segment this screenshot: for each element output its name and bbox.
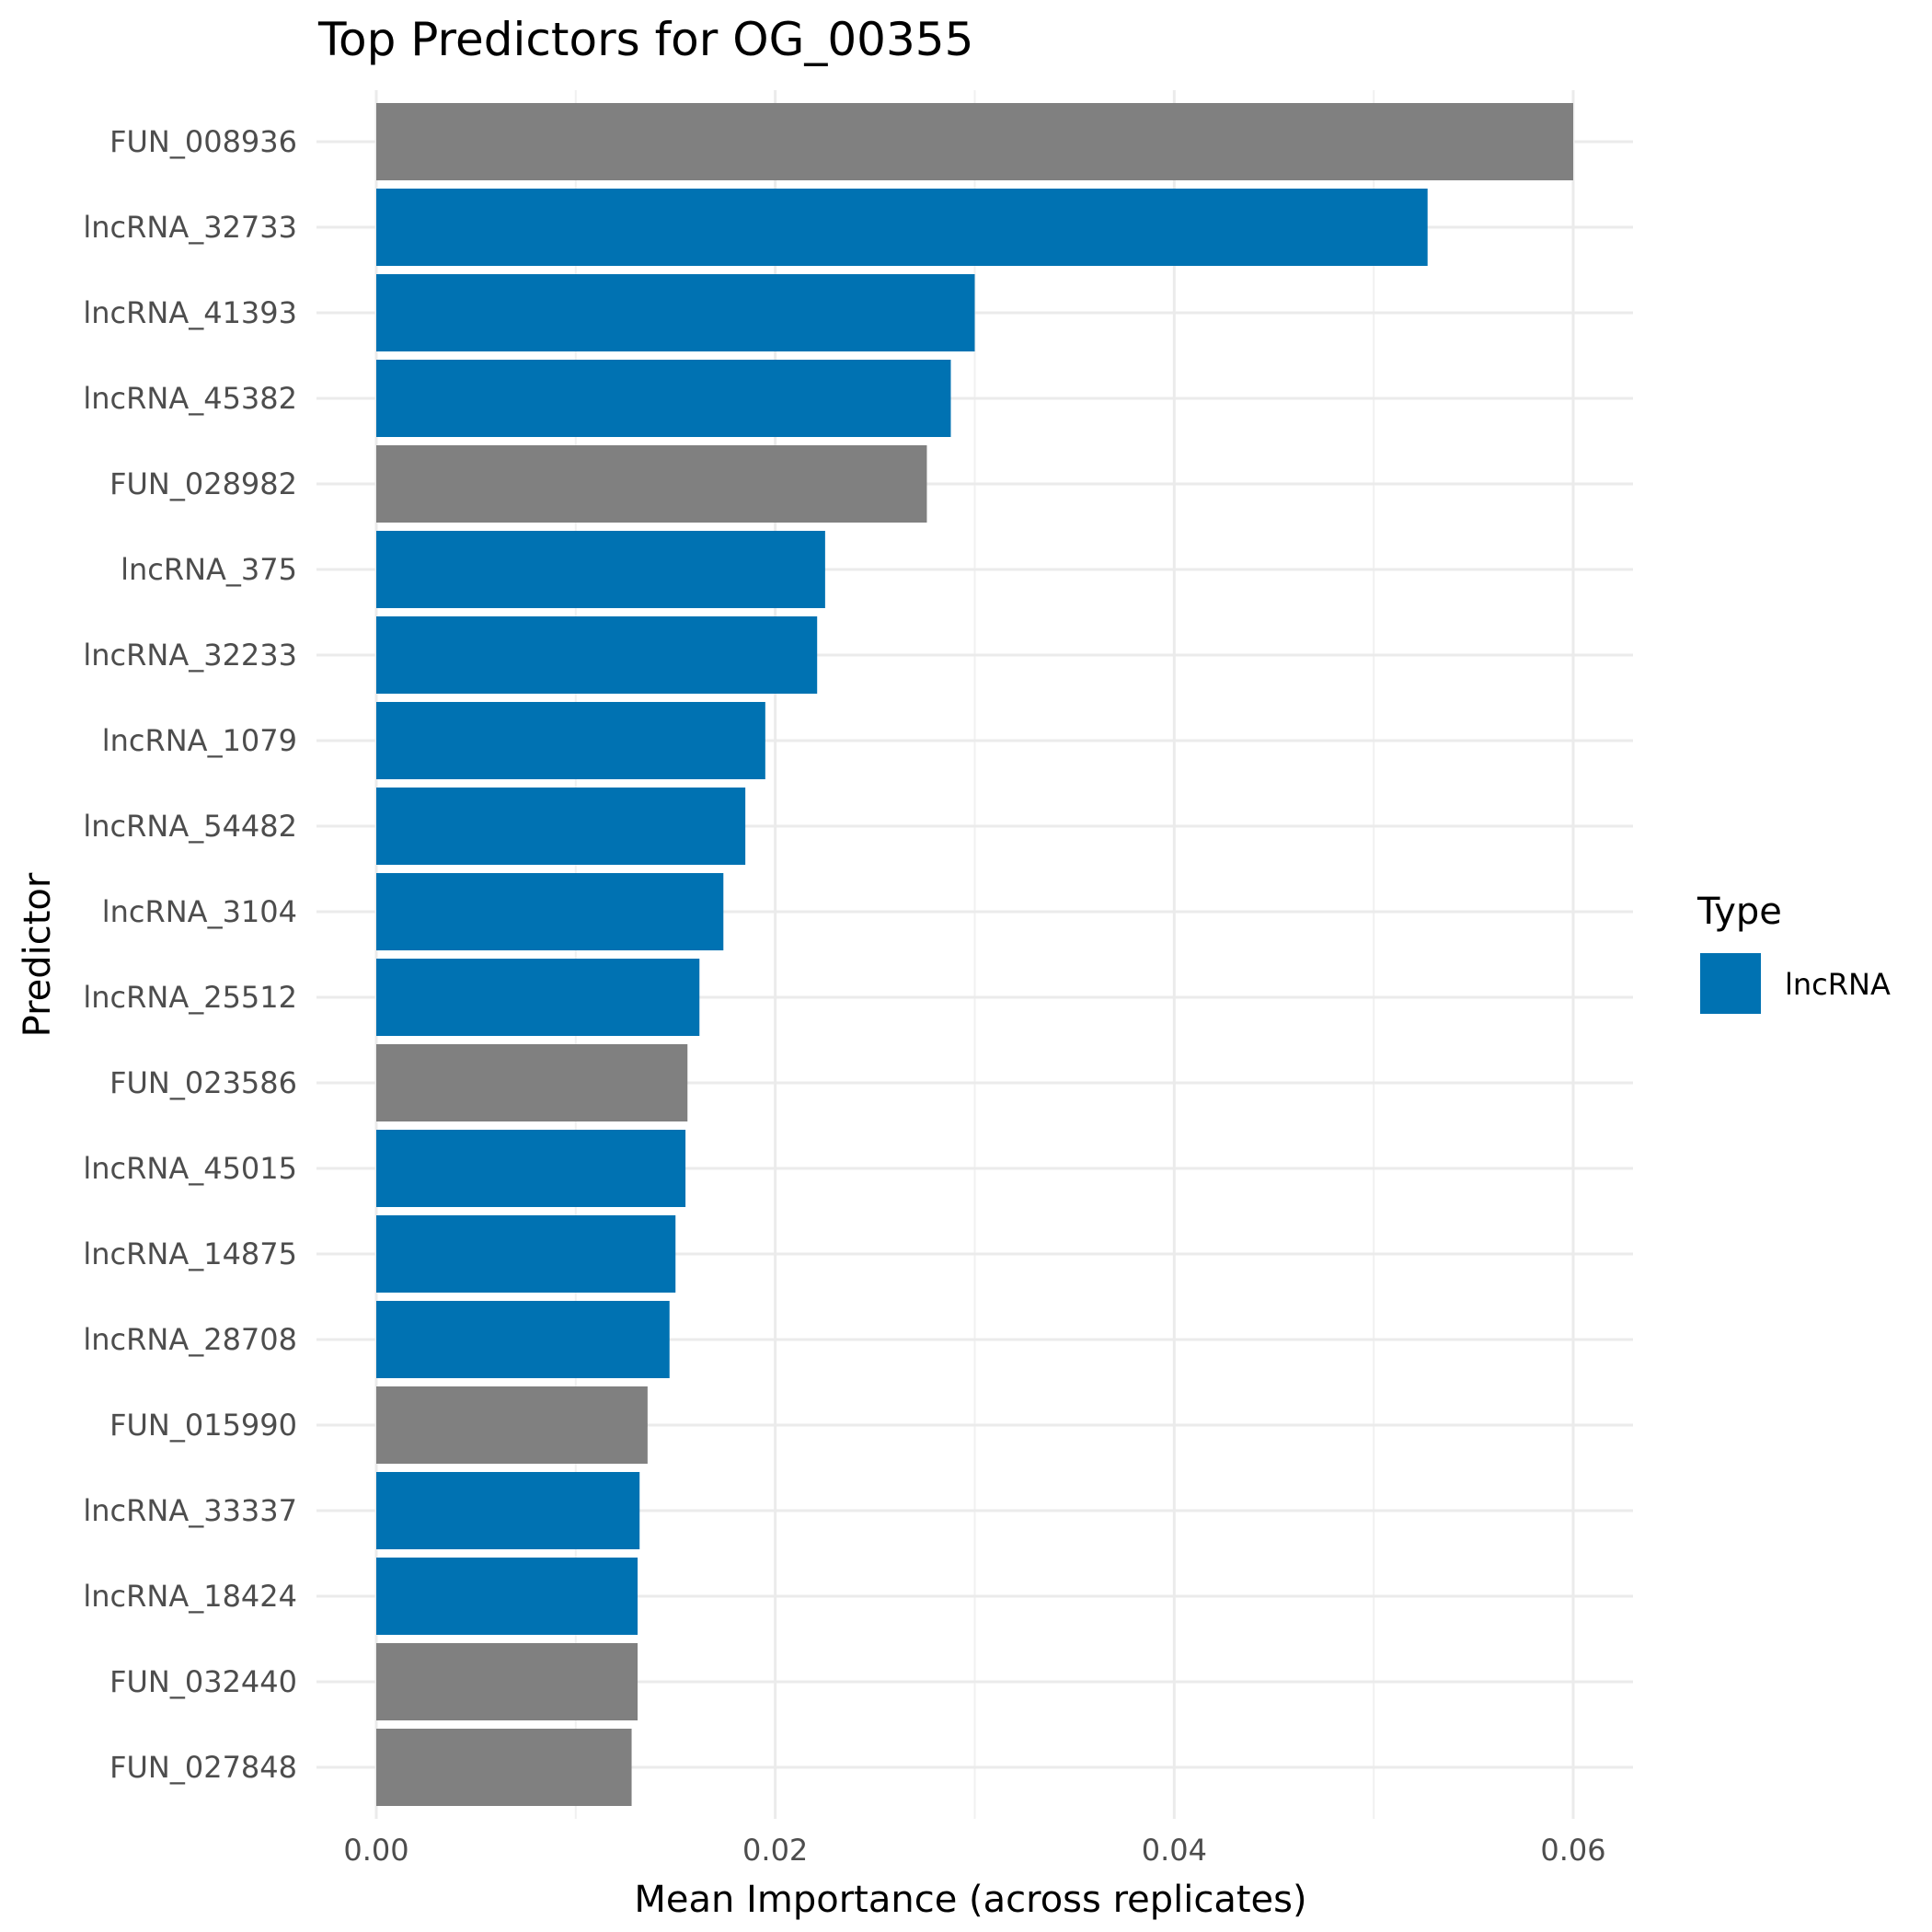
bar-lncrna-45015 [376,1130,686,1207]
y-tick-label: FUN_023586 [109,1065,297,1100]
y-tick-label: lncRNA_375 [121,552,297,587]
legend-swatch-lncrna [1700,953,1761,1014]
y-tick-label: lncRNA_45015 [83,1151,297,1186]
legend-label-lncrna: lncRNA [1785,967,1891,1002]
y-tick-label: lncRNA_25512 [83,980,297,1015]
x-tick-label: 0.06 [1540,1833,1605,1868]
y-axis-title: Predictor [17,872,59,1037]
bar-lncrna-32233 [376,616,818,694]
bar-fun-008936 [376,103,1573,180]
bar-lncrna-32733 [376,189,1428,266]
y-tick-label: lncRNA_33337 [83,1493,297,1528]
y-tick-label: FUN_027848 [109,1750,297,1785]
x-axis-title: Mean Importance (across replicates) [634,1879,1306,1921]
bar-lncrna-41393 [376,274,975,351]
bar-lncrna-14875 [376,1215,676,1293]
y-tick-label: lncRNA_18424 [83,1579,297,1614]
bar-lncrna-18424 [376,1558,638,1635]
bar-lncrna-375 [376,531,825,608]
y-tick-label: lncRNA_3104 [102,894,297,929]
y-tick-labels: FUN_008936 lncRNA_32733 lncRNA_41393 lncRNA… [83,124,297,1785]
bar-fun-023586 [376,1044,688,1121]
bars [376,103,1573,1806]
y-tick-label: lncRNA_32233 [83,638,297,673]
legend-title: Type [1696,891,1782,933]
x-tick-labels: 0.00 0.02 0.04 0.06 [343,1833,1605,1868]
bar-fun-027848 [376,1729,632,1806]
bar-lncrna-3104 [376,873,724,950]
y-tick-label: FUN_032440 [109,1664,297,1699]
bar-lncrna-33337 [376,1472,640,1549]
x-tick-label: 0.00 [343,1833,408,1868]
bar-lncrna-28708 [376,1301,670,1378]
x-tick-label: 0.04 [1142,1833,1207,1868]
bar-lncrna-1079 [376,702,765,779]
bar-lncrna-54482 [376,788,746,865]
chart-title: Top Predictors for OG_00355 [317,13,973,66]
y-tick-label: lncRNA_14875 [83,1236,297,1271]
y-tick-label: FUN_028982 [109,466,297,501]
bar-lncrna-45382 [376,360,951,437]
y-tick-label: lncRNA_28708 [83,1322,297,1357]
bar-fun-015990 [376,1386,648,1464]
bar-fun-032440 [376,1643,638,1720]
y-tick-label: lncRNA_45382 [83,381,297,416]
bar-fun-028982 [376,445,927,523]
y-tick-label: lncRNA_32733 [83,210,297,245]
y-tick-label: lncRNA_54482 [83,809,297,844]
x-tick-label: 0.02 [742,1833,808,1868]
bar-lncrna-25512 [376,959,700,1036]
y-tick-label: lncRNA_1079 [102,723,297,758]
y-tick-label: FUN_008936 [109,124,297,159]
legend: Type lncRNA [1696,891,1891,1014]
y-tick-label: FUN_015990 [109,1408,297,1443]
y-tick-label: lncRNA_41393 [83,295,297,330]
